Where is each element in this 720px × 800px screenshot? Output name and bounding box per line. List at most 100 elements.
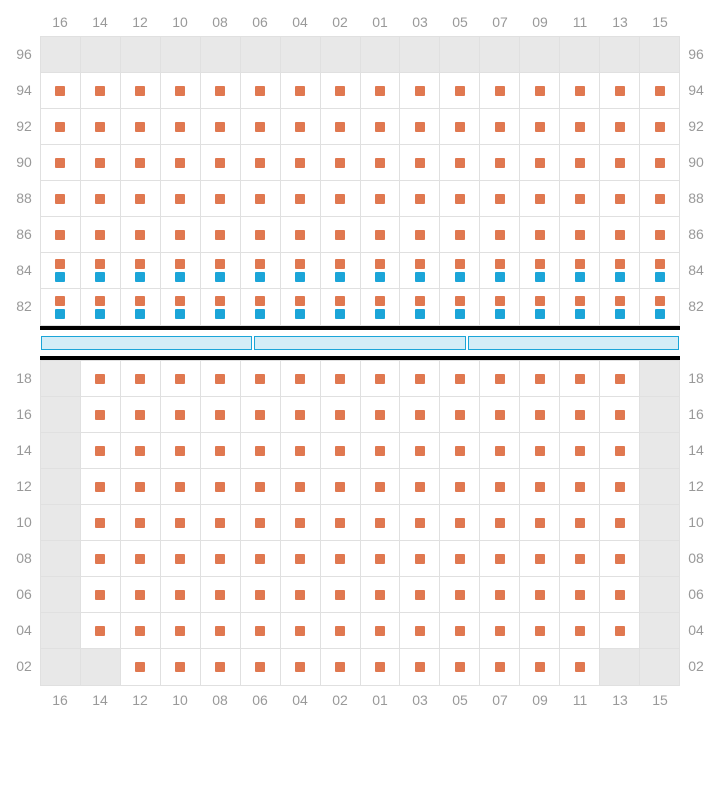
seat-cell[interactable]	[121, 541, 161, 576]
seat-cell[interactable]	[600, 217, 640, 252]
seat-cell[interactable]	[81, 289, 121, 325]
seat-cell[interactable]	[81, 613, 121, 648]
seat-cell[interactable]	[520, 253, 560, 288]
seat-cell[interactable]	[520, 505, 560, 540]
seat-cell[interactable]	[440, 289, 480, 325]
seat-cell[interactable]	[560, 469, 600, 504]
seat-cell[interactable]	[161, 541, 201, 576]
seat-cell[interactable]	[361, 433, 401, 468]
seat-cell[interactable]	[121, 613, 161, 648]
seat-cell[interactable]	[121, 289, 161, 325]
seat-cell[interactable]	[81, 469, 121, 504]
seat-cell[interactable]	[161, 217, 201, 252]
seat-cell[interactable]	[41, 145, 81, 180]
seat-cell[interactable]	[480, 181, 520, 216]
seat-cell[interactable]	[361, 649, 401, 685]
seat-cell[interactable]	[81, 361, 121, 396]
seat-cell[interactable]	[241, 73, 281, 108]
seat-cell[interactable]	[400, 649, 440, 685]
seat-cell[interactable]	[241, 253, 281, 288]
seat-cell[interactable]	[440, 505, 480, 540]
seat-cell[interactable]	[600, 145, 640, 180]
seat-cell[interactable]	[121, 145, 161, 180]
seat-cell[interactable]	[161, 433, 201, 468]
seat-cell[interactable]	[361, 289, 401, 325]
seat-cell[interactable]	[321, 649, 361, 685]
seat-cell[interactable]	[121, 217, 161, 252]
seat-cell[interactable]	[81, 109, 121, 144]
seat-cell[interactable]	[41, 253, 81, 288]
seat-cell[interactable]	[201, 145, 241, 180]
seat-cell[interactable]	[281, 361, 321, 396]
seat-cell[interactable]	[321, 289, 361, 325]
seat-cell[interactable]	[640, 289, 679, 325]
seat-cell[interactable]	[321, 181, 361, 216]
seat-cell[interactable]	[480, 361, 520, 396]
seat-cell[interactable]	[560, 505, 600, 540]
seat-cell[interactable]	[161, 289, 201, 325]
seat-cell[interactable]	[600, 73, 640, 108]
seat-cell[interactable]	[281, 217, 321, 252]
seat-cell[interactable]	[640, 253, 679, 288]
seat-cell[interactable]	[121, 505, 161, 540]
seat-cell[interactable]	[321, 397, 361, 432]
seat-cell[interactable]	[640, 217, 679, 252]
seat-cell[interactable]	[161, 577, 201, 612]
seat-cell[interactable]	[321, 253, 361, 288]
seat-cell[interactable]	[201, 253, 241, 288]
seat-cell[interactable]	[560, 577, 600, 612]
seat-cell[interactable]	[321, 433, 361, 468]
seat-cell[interactable]	[520, 145, 560, 180]
seat-cell[interactable]	[121, 469, 161, 504]
seat-cell[interactable]	[161, 145, 201, 180]
seat-cell[interactable]	[400, 577, 440, 612]
seat-cell[interactable]	[480, 541, 520, 576]
seat-cell[interactable]	[81, 73, 121, 108]
seat-cell[interactable]	[121, 181, 161, 216]
seat-cell[interactable]	[241, 181, 281, 216]
seat-cell[interactable]	[81, 577, 121, 612]
seat-cell[interactable]	[41, 73, 81, 108]
seat-cell[interactable]	[600, 397, 640, 432]
seat-cell[interactable]	[121, 73, 161, 108]
seat-cell[interactable]	[201, 109, 241, 144]
seat-cell[interactable]	[201, 649, 241, 685]
seat-cell[interactable]	[241, 541, 281, 576]
seat-cell[interactable]	[201, 505, 241, 540]
seat-cell[interactable]	[440, 361, 480, 396]
seat-cell[interactable]	[161, 649, 201, 685]
seat-cell[interactable]	[81, 397, 121, 432]
seat-cell[interactable]	[480, 433, 520, 468]
seat-cell[interactable]	[361, 145, 401, 180]
seat-cell[interactable]	[520, 289, 560, 325]
seat-cell[interactable]	[81, 217, 121, 252]
seat-cell[interactable]	[560, 433, 600, 468]
seat-cell[interactable]	[241, 289, 281, 325]
seat-cell[interactable]	[560, 397, 600, 432]
seat-cell[interactable]	[480, 289, 520, 325]
seat-cell[interactable]	[241, 469, 281, 504]
seat-cell[interactable]	[520, 397, 560, 432]
seat-cell[interactable]	[241, 433, 281, 468]
seat-cell[interactable]	[520, 469, 560, 504]
seat-cell[interactable]	[560, 253, 600, 288]
seat-cell[interactable]	[281, 613, 321, 648]
seat-cell[interactable]	[361, 505, 401, 540]
seat-cell[interactable]	[361, 613, 401, 648]
seat-cell[interactable]	[281, 253, 321, 288]
seat-cell[interactable]	[201, 181, 241, 216]
seat-cell[interactable]	[161, 73, 201, 108]
seat-cell[interactable]	[201, 73, 241, 108]
seat-cell[interactable]	[440, 541, 480, 576]
seat-cell[interactable]	[440, 577, 480, 612]
seat-cell[interactable]	[121, 109, 161, 144]
seat-cell[interactable]	[201, 433, 241, 468]
seat-cell[interactable]	[480, 505, 520, 540]
seat-cell[interactable]	[241, 397, 281, 432]
seat-cell[interactable]	[41, 217, 81, 252]
seat-cell[interactable]	[161, 253, 201, 288]
seat-cell[interactable]	[321, 541, 361, 576]
seat-cell[interactable]	[281, 433, 321, 468]
seat-cell[interactable]	[81, 181, 121, 216]
seat-cell[interactable]	[520, 613, 560, 648]
